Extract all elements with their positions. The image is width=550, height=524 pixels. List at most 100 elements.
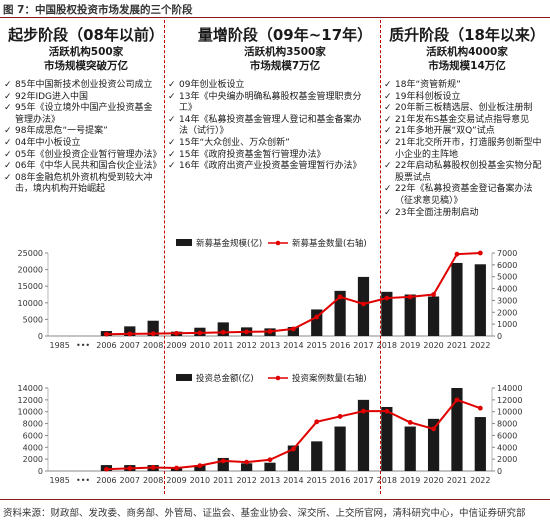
check-icon: ✓ <box>384 91 392 102</box>
bullet-text: 22年启动私募股权创投基金实物分配股票试点 <box>395 161 542 183</box>
x-tick-label: 2012 <box>236 476 256 485</box>
right-tick-label: 12000 <box>497 396 522 405</box>
stage3-bullet: ✓ 18年“资管新规” <box>384 80 546 92</box>
bullet-text: 85年中国新技术创业投资公司成立 <box>15 80 153 90</box>
line-point <box>127 331 133 337</box>
check-icon: ✓ <box>4 91 12 102</box>
stage3-active-firms: 活跃机构4000家 <box>426 46 508 58</box>
legend-line-marker <box>275 240 281 246</box>
line-point <box>337 414 343 419</box>
x-tick-label: 2009 <box>166 476 186 485</box>
bullet-text: 19年科创板设立 <box>395 91 461 102</box>
x-tick-label: 2007 <box>120 341 140 350</box>
x-tick-label: 2019 <box>400 476 420 485</box>
stage2-bullet: ✓ 15年“大众创业、万众创新” <box>168 138 368 150</box>
bar <box>404 426 416 471</box>
line-point <box>104 331 109 337</box>
left-tick-label: 0 <box>38 332 43 341</box>
bar <box>404 294 416 336</box>
line-point <box>104 466 109 472</box>
bar <box>217 322 229 336</box>
stage1-bullet: ✓ 04年中小板设立 <box>4 138 160 150</box>
x-tick-label: 2022 <box>470 476 490 485</box>
line-point <box>477 250 483 256</box>
x-tick-label: 2011 <box>213 476 233 485</box>
line-point <box>197 330 203 336</box>
line-point <box>384 408 390 414</box>
x-tick-label: 2014 <box>283 341 303 350</box>
line-point <box>454 397 460 403</box>
bullet-text: 05年《创业投资企业暂行管理办法》 <box>15 149 162 160</box>
stage1-bullet: ✓ 85年中国新技术创业投资公司成立 <box>4 80 160 92</box>
stage1-bullet: ✓ 05年《创业投资企业暂行管理办法》 <box>4 149 162 162</box>
line-point <box>431 292 436 297</box>
left-tick-label: 12000 <box>18 396 43 405</box>
left-tick-label: 5000 <box>23 315 43 324</box>
line-point <box>407 419 413 425</box>
stage2-bullet: ✓ 14年《私募投资基金管理人登记和基金备案办法（试行）》 <box>168 115 368 138</box>
line-point <box>244 329 250 335</box>
bar <box>381 406 393 471</box>
check-icon: ✓ <box>4 172 12 183</box>
left-tick-label: 25000 <box>18 249 43 258</box>
stage3-market-size: 市场规模14万亿 <box>428 60 506 72</box>
fund-raising-chart: 新募基金规模(亿) 新募基金数量(右轴)050001000015000200002… <box>18 238 518 350</box>
line-point <box>267 457 273 463</box>
bullet-text: 08年金融危机外资机构受到较大冲击，境内机构开始崛起 <box>15 172 153 195</box>
bar <box>147 320 159 336</box>
line-point <box>150 331 156 337</box>
right-tick-label: 5000 <box>497 273 517 282</box>
bullet-text: 18年“资管新规” <box>395 80 461 90</box>
right-tick-label: 4000 <box>497 285 517 294</box>
stage2-bullet: ✓ 09年创业板设立 <box>168 80 368 92</box>
bar <box>241 463 253 471</box>
bar <box>264 462 276 471</box>
left-tick-label: 20000 <box>18 266 43 275</box>
legend-bar-swatch <box>176 239 192 246</box>
left-tick-label: 15000 <box>18 282 43 291</box>
check-icon: ✓ <box>384 80 392 90</box>
bar <box>311 309 323 336</box>
x-tick-label: 2015 <box>307 341 327 350</box>
legend-line-label: 新募基金数量(右轴) <box>292 238 367 249</box>
stage3-bullet: ✓ 21年北交所开市，打造服务创新型中小企业的主阵地 <box>384 138 546 161</box>
x-tick-label: 2018 <box>377 476 397 485</box>
bullet-text: 21年多地开展“双Q”试点 <box>395 126 495 137</box>
line-point <box>220 329 226 335</box>
x-tick-label: 2016 <box>330 341 350 350</box>
bar <box>311 441 323 471</box>
legend-line-marker <box>275 375 281 381</box>
x-tick-label: 2010 <box>190 476 210 485</box>
bullet-text: 14年《私募投资基金管理人登记和基金备案办法（试行）》 <box>179 114 362 137</box>
x-tick-label: 2006 <box>96 476 116 485</box>
investment-chart: 投资总金额(亿) 投资案例数量(右轴) 0 2000 4000 6000 8000 10000… <box>18 373 523 485</box>
bullet-text: 16年《政府出资产业投资基金管理暂行办法》 <box>179 161 362 172</box>
left-tick-label: 8000 <box>23 420 43 429</box>
bullet-text: 22年《私募投资基金登记备案办法（征求意见稿）》 <box>395 184 533 206</box>
line-point <box>477 405 483 411</box>
bullet-text: 95年《设立境外中国产业投资基金管理办法》 <box>15 103 153 125</box>
x-tick-label: 2012 <box>236 341 256 350</box>
bar <box>357 276 370 336</box>
left-tick-label: 4000 <box>23 443 43 452</box>
bullet-text: 15年“大众创业、万众创新” <box>179 137 290 148</box>
bar <box>287 327 299 336</box>
line-point <box>220 458 226 464</box>
stage1-bullet: ✓ 98年成思危“一号提案” <box>4 126 160 138</box>
stage2-active-firms: 活跃机构3500家 <box>244 46 326 58</box>
stage-divider-1 <box>164 20 165 494</box>
x-tick-label: 2009 <box>166 341 186 350</box>
stage2-bullet: ✓ 13年《中央编办明确私募股权基金管理职责分工》 <box>168 92 368 115</box>
check-icon: ✓ <box>384 161 392 172</box>
check-icon: ✓ <box>168 114 176 125</box>
bullet-text: 15年《政府投资基金暂行管理办法》 <box>179 149 326 160</box>
chart-legend: 投资总金额(亿) 投资案例数量(右轴) <box>176 373 367 384</box>
x-tick-label: 2021 <box>447 476 467 485</box>
x-tick-label: 2020 <box>423 341 443 350</box>
line-point <box>361 301 366 307</box>
bar <box>474 264 486 336</box>
stage3-bullet: ✓ 21年发布S基金交易试点指导意见 <box>384 115 546 127</box>
check-icon: ✓ <box>4 80 12 90</box>
left-tick-label: 6000 <box>23 431 43 440</box>
check-icon: ✓ <box>384 207 392 218</box>
